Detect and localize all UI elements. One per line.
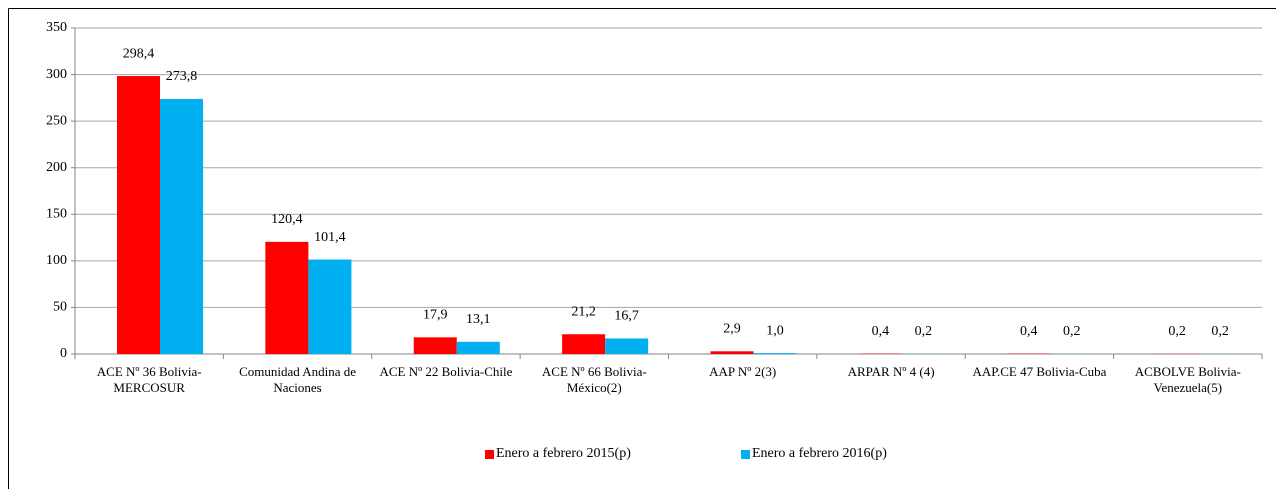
y-tick-label: 0: [60, 346, 67, 361]
x-tick-label: ACE Nº 22 Bolivia-Chile: [379, 364, 513, 379]
value-label: 120,4: [271, 212, 303, 227]
value-label: 16,7: [614, 309, 639, 324]
legend-item: Enero a febrero 2016(p): [741, 446, 887, 462]
y-tick-label: 250: [46, 113, 67, 128]
legend-item: Enero a febrero 2015(p): [485, 446, 631, 462]
value-label: 101,4: [314, 230, 346, 245]
bar: [413, 337, 457, 354]
legend-label: Enero a febrero 2015(p): [496, 446, 631, 461]
bar: [562, 334, 606, 354]
value-label: 21,2: [571, 304, 596, 319]
y-tick-label: 50: [53, 300, 67, 315]
bar: [753, 353, 797, 354]
legend-swatch: [741, 449, 750, 459]
bar: [160, 98, 204, 354]
x-tick-label: AAP Nº 2(3): [709, 364, 777, 379]
value-label: 0,2: [915, 324, 933, 339]
value-label: 13,1: [466, 312, 491, 327]
value-label: 0,4: [872, 324, 890, 339]
bar: [605, 338, 649, 354]
value-label: 2,9: [723, 322, 741, 337]
x-tick-label: Comunidad Andina de Naciones: [239, 364, 357, 395]
legend-swatch: [485, 449, 494, 459]
x-tick-label: ACE Nº 36 Bolivia-MERCOSUR: [96, 364, 202, 395]
bar: [710, 351, 754, 354]
value-label: 298,4: [123, 46, 155, 61]
bar: [265, 241, 309, 354]
value-label: 1,0: [766, 323, 784, 338]
bar: [456, 341, 500, 354]
value-label: 0,2: [1211, 324, 1229, 339]
bar: [116, 76, 161, 355]
y-tick-label: 200: [46, 160, 67, 175]
value-label: 0,2: [1168, 324, 1186, 339]
y-tick-label: 150: [46, 207, 67, 222]
value-label: 0,4: [1020, 324, 1038, 339]
x-tick-label: AAP.CE 47 Bolivia-Cuba: [972, 364, 1107, 379]
y-tick-label: 100: [46, 253, 67, 268]
x-tick-label: ACE Nº 66 Bolivia-México(2): [541, 364, 647, 395]
y-tick-label: 350: [46, 20, 67, 35]
legend-label: Enero a febrero 2016(p): [752, 446, 887, 461]
y-tick-label: 300: [46, 67, 67, 82]
x-tick-label: ARPAR Nº 4 (4): [847, 364, 935, 379]
value-label: 0,2: [1063, 324, 1081, 339]
value-label: 273,8: [166, 69, 198, 84]
bar: [308, 259, 352, 354]
value-label: 17,9: [423, 308, 448, 323]
x-tick-label: ACBOLVE Bolivia-Venezuela(5): [1134, 364, 1241, 395]
